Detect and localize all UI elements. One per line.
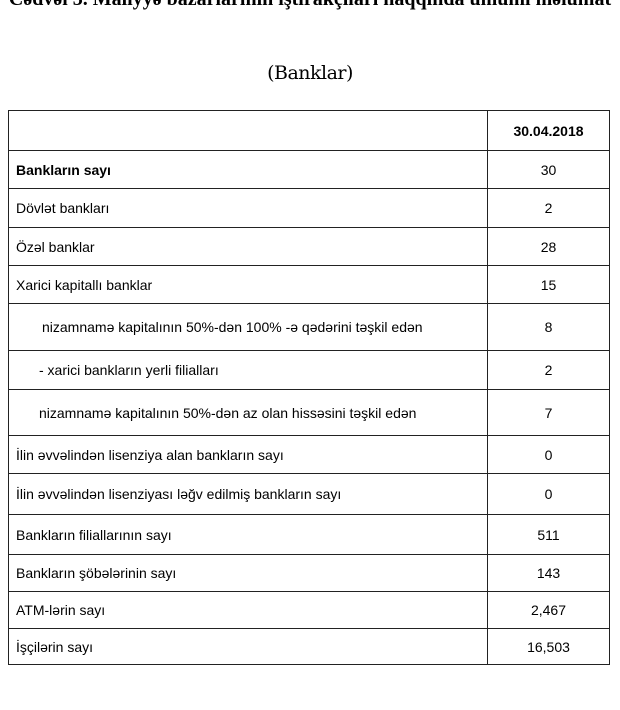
row-label: ATM-lərin sayı [8,591,488,629]
header-label [8,110,488,151]
row-value: 2 [487,188,610,228]
table-row: Bankların filiallarının sayı 511 [8,514,610,555]
row-value: 511 [487,514,610,555]
row-value: 2 [487,350,610,390]
row-label: - xarici bankların yerli filialları [8,350,488,390]
row-label: Bankların sayı [8,150,488,189]
row-label: Dövlət bankları [8,188,488,228]
table-row: ATM-lərin sayı 2,467 [8,591,610,629]
banks-table: 30.04.2018 Bankların sayı 30 Dövlət bankl… [8,110,610,665]
row-value: 2,467 [487,591,610,629]
table-title: Cədvəl 3. Maliyyə bazarlarının iştirakçı… [0,0,620,11]
header-date: 30.04.2018 [487,110,610,151]
table-subtitle: (Banklar) [267,62,353,84]
table-row: İlin əvvəlindən lisenziyası ləğv edilmiş… [8,473,610,515]
table-row: İşçilərin sayı 16,503 [8,628,610,665]
row-label: Xarici kapitallı banklar [8,265,488,304]
row-label: İşçilərin sayı [8,628,488,665]
row-value: 30 [487,150,610,189]
table-row: nizamnamə kapitalının 50%-dən az olan hi… [8,389,610,436]
table-row: İlin əvvəlindən lisenziya alan bankların… [8,435,610,474]
table-row: nizamnamə kapitalının 50%-dən 100% -ə qə… [8,303,610,351]
row-value: 0 [487,435,610,474]
row-value: 7 [487,389,610,436]
table-row: Bankların sayı 30 [8,150,610,189]
table-row: Xarici kapitallı banklar 15 [8,265,610,304]
row-label: İlin əvvəlindən lisenziya alan bankların… [8,435,488,474]
row-value: 8 [487,303,610,351]
row-label: nizamnamə kapitalının 50%-dən 100% -ə qə… [8,303,488,351]
row-value: 143 [487,554,610,592]
row-label: Özəl banklar [8,227,488,266]
row-value: 16,503 [487,628,610,665]
table-row: Bankların şöbələrinin sayı 143 [8,554,610,592]
table-row: Özəl banklar 28 [8,227,610,266]
header-row: 30.04.2018 [8,110,610,151]
row-label: Bankların şöbələrinin sayı [8,554,488,592]
row-label: İlin əvvəlindən lisenziyası ləğv edilmiş… [8,473,488,515]
table-row: - xarici bankların yerli filialları 2 [8,350,610,390]
row-value: 28 [487,227,610,266]
row-label: nizamnamə kapitalının 50%-dən az olan hi… [8,389,488,436]
table-row: Dövlət bankları 2 [8,188,610,228]
row-value: 15 [487,265,610,304]
row-value: 0 [487,473,610,515]
row-label: Bankların filiallarının sayı [8,514,488,555]
